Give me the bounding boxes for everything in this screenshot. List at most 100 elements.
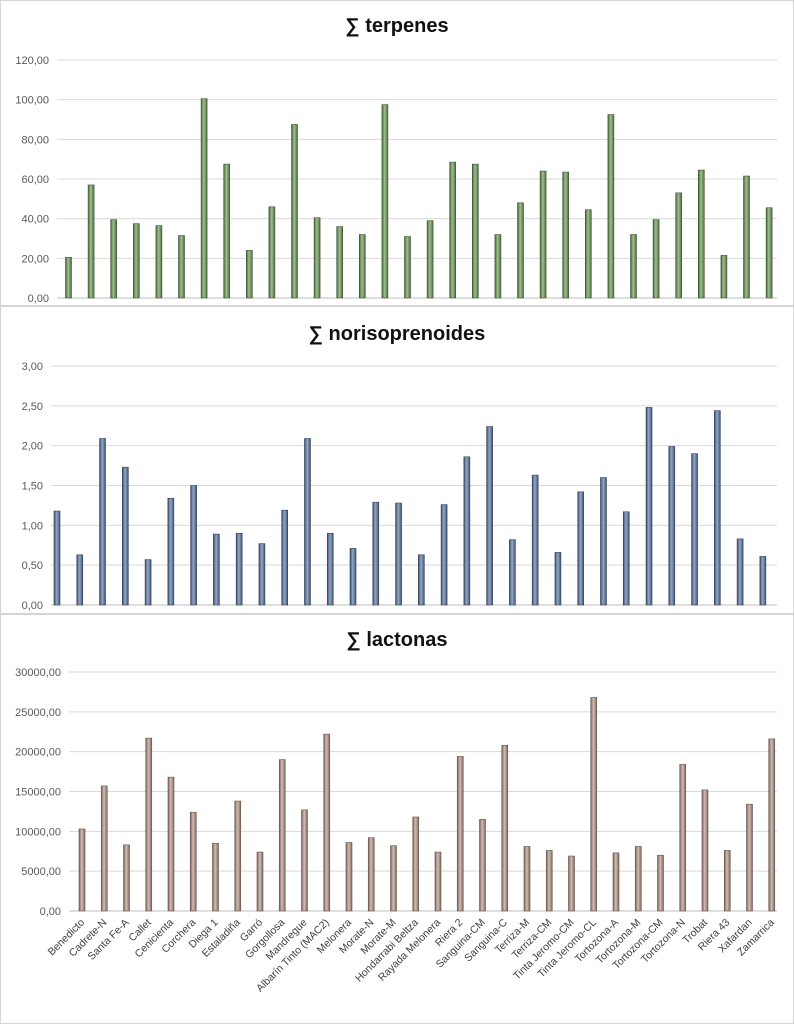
bar-cadrete-n — [87, 184, 95, 299]
bar-garr- — [246, 250, 253, 299]
y-tick-label: 15000,00 — [15, 787, 61, 799]
bar-melonera — [336, 226, 344, 299]
bar-zamarrica — [768, 738, 776, 912]
y-tick-label: 10000,00 — [15, 826, 61, 838]
bar-mandregue — [281, 509, 289, 606]
bar-tortozona-cm — [657, 854, 664, 912]
bar-diega-1 — [212, 842, 219, 912]
bar-estaladi-a — [223, 163, 230, 299]
bar-morate-n — [358, 234, 366, 299]
bar-tortozona-m — [630, 234, 637, 299]
y-tick-label: 20000,00 — [15, 747, 61, 759]
bar-santa-fe-a — [110, 219, 117, 299]
bar-melonera — [326, 533, 334, 606]
bar-riera-2 — [440, 504, 448, 606]
bar-riera-2 — [456, 756, 464, 912]
bar-sanguina-c — [501, 744, 509, 912]
bar-callet — [133, 223, 140, 299]
y-tick-label: 0,00 — [28, 293, 49, 305]
bar-albar-n-tinto-mac2- — [323, 733, 331, 912]
bar-tinta-jeromo-cm — [568, 855, 575, 912]
norisoprenoides-chart-panel: ∑ norisoprenoides 0,00 0,50 1,00 1,50 2,00 2,… — [0, 306, 794, 614]
bar-diega-1 — [200, 98, 208, 299]
bar-benedicto — [53, 510, 61, 606]
y-tick-label: 3,00 — [22, 361, 43, 373]
bar-tortozona-a — [607, 114, 615, 299]
bar-morate-n — [349, 548, 357, 606]
bar-hondarrabi-beltza — [404, 236, 411, 299]
bar-rayada-melonera — [426, 220, 434, 299]
y-tick-label: 120,00 — [15, 55, 49, 67]
y-tick-label: 1,00 — [22, 520, 43, 532]
bar-corchera — [189, 811, 197, 912]
bar-estaladi-a — [213, 533, 220, 606]
y-tick-label: 0,00 — [40, 906, 61, 918]
bar-mandregue — [301, 809, 308, 912]
bar-xafardan — [746, 803, 753, 912]
y-tick-label: 0,50 — [22, 560, 43, 572]
bar-gorgollosa — [278, 759, 286, 912]
bar-tinta-jeromo-cm — [554, 552, 562, 606]
bar-sanguina-cm — [479, 819, 486, 912]
bar-cenicienta — [155, 225, 163, 299]
y-tick-label: 80,00 — [21, 134, 49, 146]
bar-tortozona-cm — [652, 219, 660, 299]
y-tick-label: 1,50 — [22, 481, 43, 493]
bar-gorgollosa — [258, 543, 266, 606]
bar-gorgollosa — [268, 206, 276, 299]
norisoprenoides-chart-title: ∑ norisoprenoides — [308, 323, 486, 345]
bar-albar-n-tinto-mac2- — [304, 438, 311, 606]
bar-hondarrabi-beltza — [395, 502, 402, 606]
bar-tortozona-a — [600, 477, 607, 606]
bar-morate-m — [372, 501, 380, 606]
bar-tortozona-cm — [645, 407, 653, 606]
y-tick-label: 0,00 — [22, 600, 43, 612]
bar-tortozona-n — [675, 192, 683, 299]
terpenes-chart-panel: ∑ terpenes 0,00 20,00 40,00 60,00 80,00 100,0… — [0, 0, 794, 306]
bar-tortozona-m — [622, 511, 630, 606]
bar-terriza-cm — [531, 474, 539, 606]
bar-morate-m — [390, 845, 397, 912]
bar-mandregue — [291, 124, 298, 299]
bar-corchera — [178, 235, 185, 299]
lactonas-chart-title: ∑ lactonas — [346, 629, 448, 651]
bar-cadrete-n — [76, 554, 84, 606]
bar-terriza-m — [517, 202, 524, 299]
bar-rayada-melonera — [418, 554, 425, 606]
y-tick-label: 2,50 — [22, 401, 43, 413]
bar-hondarrabi-beltza — [412, 816, 420, 912]
bar-sanguina-cm — [463, 456, 471, 606]
bar-tinta-jeromo-cm — [562, 171, 570, 299]
bar-santa-fe-a — [99, 438, 106, 606]
bar-tortozona-m — [634, 846, 642, 912]
bar-xafardan — [736, 538, 744, 606]
norisoprenoides-chart: 0,00 0,50 1,00 1,50 2,00 2,50 3,00 — [22, 361, 777, 612]
bar-garr- — [235, 533, 243, 606]
bar-rayada-melonera — [434, 851, 442, 912]
bar-trobat — [701, 789, 709, 912]
bar-tortozona-a — [612, 852, 620, 912]
bar-morate-m — [381, 104, 389, 299]
bar-cenicienta — [167, 776, 175, 912]
y-tick-label: 60,00 — [21, 174, 49, 186]
bar-terriza-m — [523, 846, 531, 912]
bar-sanguina-c — [486, 426, 493, 606]
bar-callet — [122, 466, 129, 606]
y-tick-label: 25000,00 — [15, 707, 61, 719]
lactonas-chart: 0,00 5000,00 10000,00 15000,00 20000,00 25000… — [15, 667, 777, 994]
lactonas-chart-panel: ∑ lactonas 0,00 5000,00 10000,00 15000,00 20… — [0, 614, 794, 1024]
bar-xafardan — [743, 175, 750, 299]
bar-terriza-m — [509, 539, 516, 606]
bar-trobat — [697, 169, 705, 299]
bar-benedicto — [78, 828, 86, 912]
bar-melonera — [345, 842, 353, 912]
bar-albar-n-tinto-mac2- — [313, 217, 321, 299]
bar-riera-43 — [714, 410, 721, 606]
bar-tortozona-n — [679, 764, 687, 912]
bar-tortozona-n — [668, 446, 676, 606]
bar-cenicienta — [144, 559, 152, 606]
y-tick-label: 30000,00 — [15, 667, 61, 679]
bar-zamarrica — [765, 207, 773, 299]
bar-sanguina-cm — [471, 163, 479, 299]
bar-benedicto — [65, 257, 72, 299]
